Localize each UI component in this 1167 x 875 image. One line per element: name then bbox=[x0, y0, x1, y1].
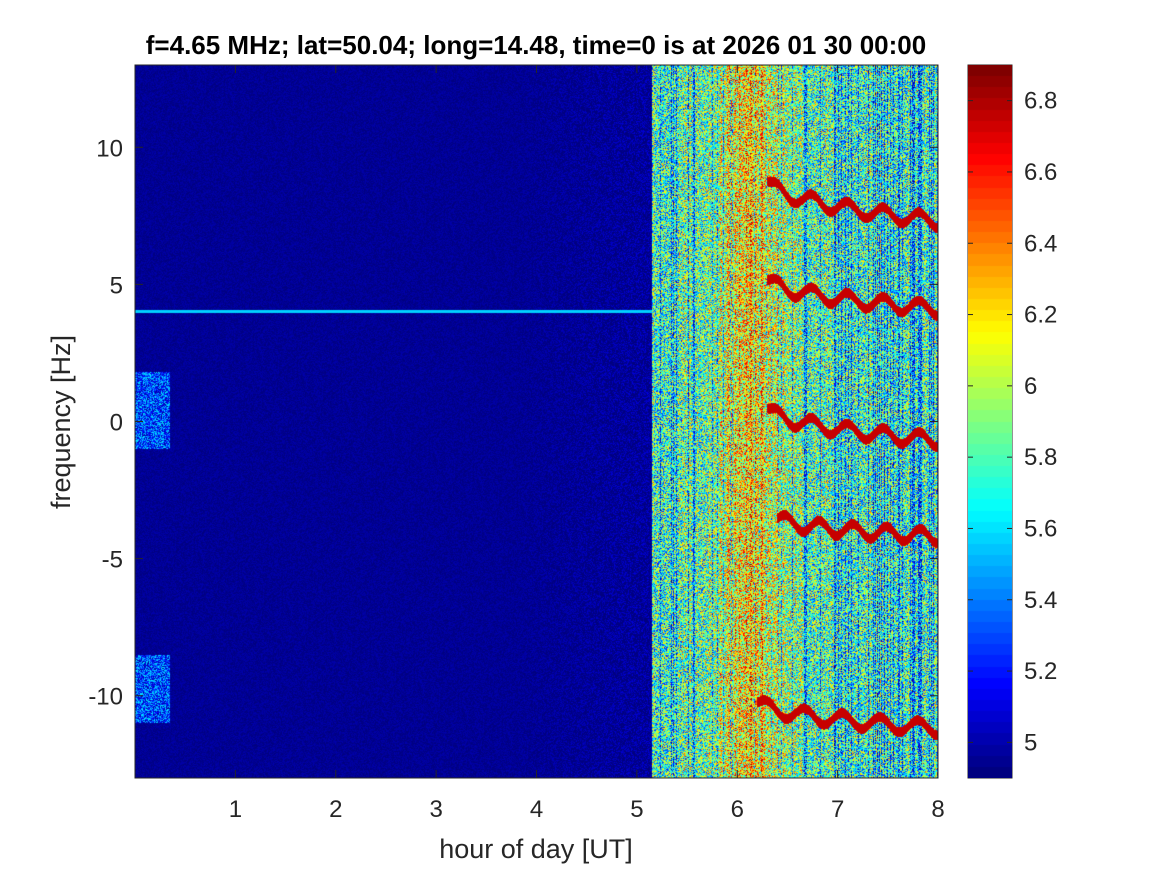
colorbar-tick-label: 6.2 bbox=[1024, 302, 1057, 329]
colorbar-tick-label: 5.4 bbox=[1024, 587, 1057, 614]
x-axis-label: hour of day [UT] bbox=[439, 834, 633, 864]
x-tick-label: 7 bbox=[831, 796, 844, 823]
y-axis-label: frequency [Hz] bbox=[46, 335, 76, 509]
x-tick-label: 3 bbox=[429, 796, 442, 823]
heatmap-area bbox=[135, 65, 938, 778]
y-tick-label: 0 bbox=[110, 410, 123, 437]
x-tick-label: 6 bbox=[731, 796, 744, 823]
y-tick-label: -5 bbox=[102, 547, 123, 574]
colorbar-tick-label: 5.8 bbox=[1024, 444, 1057, 471]
colorbar bbox=[968, 65, 1012, 778]
x-tick-label: 8 bbox=[931, 796, 944, 823]
y-axis: 10 5 0 -5 -10 bbox=[88, 135, 938, 711]
y-tick-label: 5 bbox=[110, 272, 123, 299]
colorbar-tick-label: 5 bbox=[1024, 729, 1037, 756]
x-tick-label: 1 bbox=[229, 796, 242, 823]
x-tick-label: 4 bbox=[530, 796, 543, 823]
colorbar-tick-label: 6.8 bbox=[1024, 88, 1057, 115]
colorbar-area bbox=[968, 65, 1012, 778]
x-tick-label: 2 bbox=[329, 796, 342, 823]
spectrogram-heatmap bbox=[135, 65, 938, 778]
colorbar-tick-label: 6 bbox=[1024, 373, 1037, 400]
chart-title: f=4.65 MHz; lat=50.04; long=14.48, time=… bbox=[146, 30, 926, 60]
y-tick-label: 10 bbox=[96, 135, 123, 162]
colorbar-tick-label: 5.6 bbox=[1024, 515, 1057, 542]
colorbar-tick-label: 6.6 bbox=[1024, 159, 1057, 186]
colorbar-tick-label: 6.4 bbox=[1024, 230, 1057, 257]
x-tick-label: 5 bbox=[630, 796, 643, 823]
y-tick-label: -10 bbox=[88, 684, 123, 711]
colorbar-tick-label: 5.2 bbox=[1024, 658, 1057, 685]
colorbar-axis: 6.8 6.6 6.4 6.2 6 5.8 5.6 5.4 5.2 5 bbox=[968, 88, 1057, 756]
x-axis: 1 2 3 4 5 6 7 8 bbox=[229, 65, 945, 823]
